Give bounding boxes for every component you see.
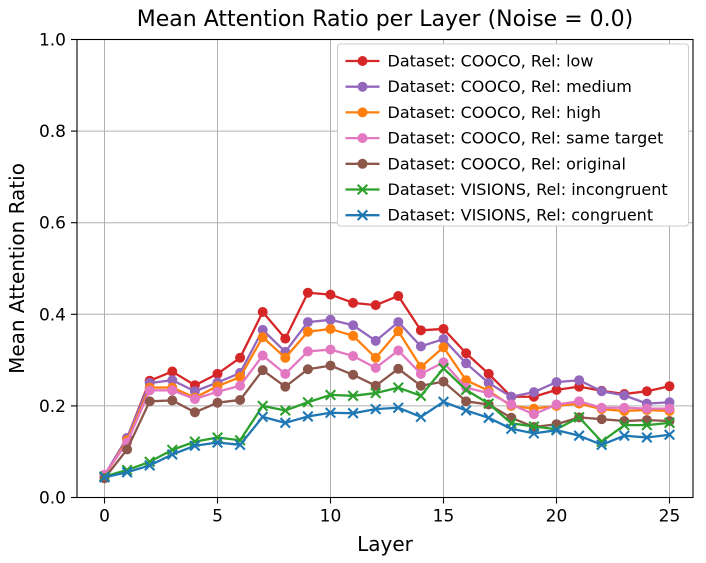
y-tick-label: 0.4 [39, 305, 66, 325]
legend-entry-1: Dataset: COOCO, Rel: medium [345, 77, 632, 96]
legend-entry-5: Dataset: VISIONS, Rel: incongruent [345, 180, 668, 199]
legend-circle-marker-icon [357, 158, 368, 169]
series-6 [98, 396, 676, 483]
legend-label: Dataset: VISIONS, Rel: congruent [388, 206, 654, 225]
legend-label: Dataset: VISIONS, Rel: incongruent [388, 180, 668, 199]
legend-label: Dataset: COOCO, Rel: medium [388, 77, 632, 96]
y-tick-label: 0.6 [39, 214, 66, 234]
axis-ticks: 0 5 10 15 20 25 0.0 0.2 0.4 0.6 0.8 1.0 [39, 31, 680, 527]
legend-entry-4: Dataset: COOCO, Rel: original [345, 154, 626, 173]
y-tick-label: 0.2 [39, 397, 66, 417]
legend-entry-0: Dataset: COOCO, Rel: low [345, 52, 594, 71]
legend-label: Dataset: COOCO, Rel: original [388, 154, 626, 173]
legend-label: Dataset: COOCO, Rel: high [388, 103, 601, 122]
legend-label: Dataset: COOCO, Rel: low [388, 52, 594, 71]
series-3 [99, 344, 675, 480]
y-axis-label: Mean Attention Ratio [5, 163, 29, 374]
y-tick-label: 0.8 [39, 122, 66, 142]
legend-circle-marker-icon [357, 56, 368, 66]
legend-box [337, 43, 689, 227]
series-2 [99, 323, 675, 481]
series-5 [98, 362, 676, 482]
x-tick-label: 15 [433, 507, 455, 527]
series-1 [99, 314, 675, 481]
x-axis-label: Layer [357, 532, 414, 556]
y-tick-label: 0.0 [39, 489, 66, 509]
x-tick-label: 5 [212, 507, 223, 527]
x-tick-label: 10 [320, 507, 342, 527]
legend-circle-marker-icon [357, 107, 368, 118]
legend-circle-marker-icon [357, 133, 368, 144]
legend-entry-6: Dataset: VISIONS, Rel: congruent [345, 206, 654, 225]
legend: Dataset: COOCO, Rel: low Dataset: COOCO, … [337, 43, 689, 227]
legend-entry-2: Dataset: COOCO, Rel: high [345, 103, 601, 122]
legend-entry-3: Dataset: COOCO, Rel: same target [345, 129, 664, 148]
legend-x-marker-icon [356, 209, 369, 221]
x-tick-label: 0 [99, 507, 110, 527]
x-tick-label: 20 [546, 507, 568, 527]
y-tick-label: 1.0 [39, 31, 66, 51]
x-tick-label: 25 [659, 507, 681, 527]
legend-circle-marker-icon [357, 81, 368, 92]
legend-x-marker-icon [356, 183, 369, 196]
legend-label: Dataset: COOCO, Rel: same target [388, 129, 664, 148]
plot-spines [76, 38, 694, 499]
chart-title: Mean Attention Ratio per Layer (Noise = … [137, 7, 633, 32]
